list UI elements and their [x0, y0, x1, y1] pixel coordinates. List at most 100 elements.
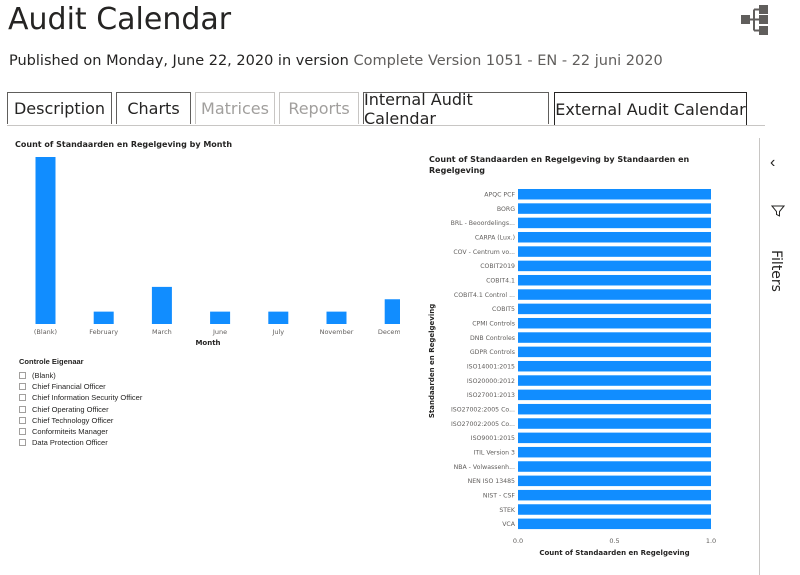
checkbox-icon[interactable] [19, 439, 26, 447]
standard-bar[interactable] [518, 475, 711, 487]
standard-bar[interactable] [518, 504, 711, 515]
x-tick-label: 0.0 [513, 537, 523, 545]
standard-tick-label: NEN ISO 13485 [468, 478, 515, 485]
standard-bar[interactable] [518, 518, 711, 530]
month-chart[interactable]: (Blank) February March June July November Dece… [10, 150, 400, 350]
slicer-item[interactable]: Chief Information Security Officer [19, 392, 239, 403]
standard-tick-label: GDPR Controls [470, 349, 515, 356]
chevron-left-icon[interactable]: ‹ [770, 154, 776, 171]
month-tick-label: June [212, 328, 227, 336]
slicer-item[interactable]: Chief Financial Officer [19, 381, 239, 392]
month-bar[interactable] [326, 311, 347, 324]
tab-external-audit-calendar[interactable]: External Audit Calendar [554, 92, 747, 126]
x-tick-label: 1.0 [706, 537, 716, 545]
standard-bar[interactable] [518, 289, 711, 300]
filters-pane-divider [759, 138, 760, 575]
published-prefix: Published on Monday, June 22, 2020 in ve… [9, 53, 349, 69]
month-tick-label: (Blank) [34, 328, 57, 336]
standard-bar[interactable] [518, 217, 711, 229]
standard-bar[interactable] [518, 432, 711, 444]
slicer-item-label: Data Protection Officer [32, 438, 108, 448]
month-bar[interactable] [93, 311, 114, 324]
standard-tick-label: BRL - Beoordelings... [451, 220, 515, 227]
version-label: Complete Version 1051 - EN - 22 juni 202… [353, 53, 663, 69]
slicer-item[interactable]: Conformiteits Manager [19, 426, 239, 437]
standard-tick-label: COBIT4.1 [486, 278, 515, 285]
tab-internal-audit-calendar[interactable]: Internal Audit Calendar [363, 90, 549, 128]
slicer-title: Controle Eigenaar [19, 357, 84, 366]
standard-tick-label: COV - Centrum vo... [453, 249, 515, 256]
standard-bar[interactable] [518, 461, 711, 472]
month-tick-label: December [378, 328, 400, 336]
tab-divider [7, 125, 765, 126]
standard-bar[interactable] [518, 360, 711, 372]
standard-tick-label: ISO9001:2015 [471, 435, 515, 442]
checkbox-icon[interactable] [19, 372, 26, 380]
month-bar[interactable] [268, 311, 289, 324]
slicer-item-label: Chief Information Security Officer [32, 393, 143, 403]
checkbox-icon[interactable] [19, 383, 26, 391]
month-tick-label: November [320, 328, 354, 336]
published-info: Published on Monday, June 22, 2020 in ve… [9, 53, 663, 69]
checkbox-icon[interactable] [19, 416, 26, 424]
standard-bar[interactable] [518, 418, 711, 429]
standard-tick-label: COBIT4.1 Control ... [454, 292, 515, 299]
standard-tick-label: ISO14001:2015 [467, 364, 515, 371]
tab-reports[interactable]: Reports [279, 92, 359, 124]
slicer-item-label: (Blank) [32, 371, 56, 381]
standard-bar[interactable] [518, 231, 711, 243]
month-bar[interactable] [35, 157, 56, 324]
standard-bar[interactable] [518, 332, 711, 343]
standard-tick-label: NIST - CSF [483, 492, 516, 499]
standard-bar[interactable] [518, 317, 711, 329]
month-bar[interactable] [151, 286, 172, 324]
standards-chart[interactable]: APQC PCF BORG BRL - Beoordelings... CARPA (… [420, 183, 740, 563]
standard-tick-label: CPMI Controls [472, 321, 515, 328]
owner-slicer: Controle Eigenaar (Blank) Chief Financial… [19, 357, 239, 448]
x-tick-label: 0.5 [609, 537, 619, 545]
slicer-item[interactable]: Data Protection Officer [19, 437, 239, 448]
funnel-icon[interactable] [771, 204, 785, 218]
hierarchy-icon[interactable] [740, 4, 772, 36]
standard-tick-label: COBIT5 [492, 306, 515, 313]
slicer-item-label: Chief Financial Officer [32, 382, 106, 392]
standard-bar[interactable] [518, 274, 711, 286]
standard-bar[interactable] [518, 203, 711, 214]
standard-tick-label: ISO20000:2012 [467, 378, 515, 385]
standard-tick-label: ISO27002:2005 Co... [451, 421, 515, 428]
month-tick-label: March [152, 328, 172, 336]
checkbox-icon[interactable] [19, 428, 26, 436]
slicer-item[interactable]: Chief Operating Officer [19, 404, 239, 415]
tab-charts[interactable]: Charts [116, 92, 191, 124]
standard-bar[interactable] [518, 375, 711, 386]
month-bar[interactable] [384, 299, 400, 324]
standard-bar[interactable] [518, 346, 711, 358]
standard-bar[interactable] [518, 489, 711, 501]
slicer-item-label: Conformiteits Manager [32, 427, 108, 437]
tab-matrices[interactable]: Matrices [195, 92, 275, 124]
tab-description[interactable]: Description [7, 92, 112, 124]
month-chart-title: Count of Standaarden en Regelgeving by M… [15, 140, 233, 149]
standard-bar[interactable] [518, 446, 711, 458]
checkbox-icon[interactable] [19, 405, 26, 413]
y-axis-label: Standaarden en Regelgeving [428, 304, 436, 418]
standard-bar[interactable] [518, 189, 711, 200]
standard-bar[interactable] [518, 389, 711, 401]
month-bar[interactable] [210, 311, 231, 324]
standard-tick-label: STEK [499, 507, 516, 514]
standard-bar[interactable] [518, 403, 711, 415]
standard-tick-label: NBA - Volwassenh... [454, 464, 515, 471]
slicer-item[interactable]: Chief Technology Officer [19, 415, 239, 426]
standard-tick-label: COBIT2019 [480, 263, 515, 270]
standard-tick-label: DNB Controles [470, 335, 515, 342]
standard-bar[interactable] [518, 260, 711, 272]
standard-tick-label: BORG [497, 206, 515, 213]
page-title: Audit Calendar [8, 2, 232, 37]
standard-bar[interactable] [518, 246, 711, 257]
filters-pane-label[interactable]: Filters [768, 250, 784, 292]
checkbox-icon[interactable] [19, 394, 26, 402]
standard-bar[interactable] [518, 303, 711, 315]
month-axis-label: Month [195, 339, 220, 347]
standard-tick-label: ISO27001:2013 [467, 392, 515, 399]
slicer-item[interactable]: (Blank) [19, 370, 239, 381]
